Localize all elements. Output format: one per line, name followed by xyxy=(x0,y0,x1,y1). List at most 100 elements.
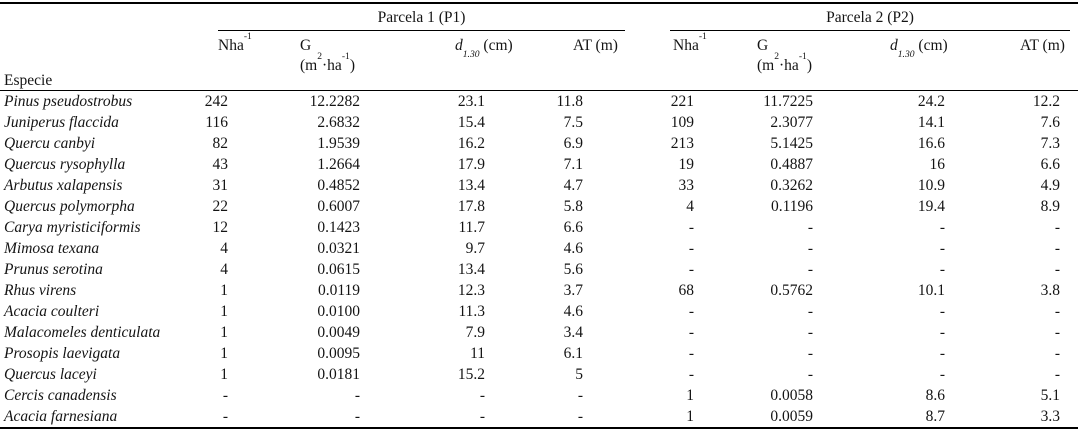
p2-g-cell: - xyxy=(807,303,813,320)
p2-at-cell: - xyxy=(1054,324,1060,341)
p2-d130-cell: 8.7 xyxy=(925,408,945,425)
p2-nha-cell: 19 xyxy=(678,156,695,173)
p2-nha-cell: 1 xyxy=(686,387,694,404)
p2-nha-cell: 213 xyxy=(670,135,694,152)
p2-d130-cell: 16 xyxy=(929,156,946,173)
p2-g-cell: 5.1425 xyxy=(770,135,813,152)
p1-at-cell: 5.6 xyxy=(563,261,583,278)
column-header-nha-p2: Nha-1 xyxy=(635,31,730,91)
p2-at-cell: - xyxy=(1054,366,1060,383)
p1-at-cell: 5.8 xyxy=(563,198,583,215)
p2-at-cell: 4.9 xyxy=(1040,177,1060,194)
p2-g-cell: - xyxy=(807,324,813,341)
species-cell: Prunus serotina xyxy=(4,261,103,278)
p1-d130-cell: 15.2 xyxy=(457,366,485,383)
table-row: Prosopis laevigata 1 0.0095 11 6.1 - - - - xyxy=(0,343,1078,364)
table-row: Acacia coulteri 1 0.0100 11.3 4.6 - - - - xyxy=(0,301,1078,322)
p1-d130-cell: 13.4 xyxy=(457,261,485,278)
p1-at-cell: 4.6 xyxy=(563,240,583,257)
table-row: Rhus virens 1 0.0119 12.3 3.7 68 0.5762 10.1 3.8 xyxy=(0,280,1078,301)
species-cell: Quercu canbyi xyxy=(4,135,96,152)
species-cell: Prosopis laevigata xyxy=(4,345,121,362)
p2-at-cell: 7.6 xyxy=(1040,114,1060,131)
p2-d130-cell: 10.1 xyxy=(917,282,945,299)
species-cell: Quercus laceyi xyxy=(4,366,97,383)
p2-nha-cell: - xyxy=(688,345,694,362)
p2-d130-cell: 16.6 xyxy=(917,135,945,152)
table-row: Pinus pseudostrobus 242 12.2282 23.1 11.8 221… xyxy=(0,91,1078,113)
p2-g-cell: 0.0059 xyxy=(770,408,813,425)
species-cell: Cercis canadensis xyxy=(4,387,117,404)
p1-nha-cell: 4 xyxy=(220,261,228,278)
p1-nha-cell: 12 xyxy=(212,219,229,236)
p2-d130-cell: 8.6 xyxy=(925,387,945,404)
column-header-row: Nha-1 G (m2·ha-1) d1.30 (cm) AT (m) Nha-… xyxy=(0,31,1078,91)
p1-g-cell: - xyxy=(354,408,360,425)
p1-g-cell: - xyxy=(354,387,360,404)
species-cell: Malacomeles denticulata xyxy=(4,324,161,341)
p1-nha-cell: 116 xyxy=(205,114,228,131)
p1-nha-cell: 22 xyxy=(212,198,229,215)
p1-d130-cell: 11 xyxy=(470,345,485,362)
p1-nha-cell: 1 xyxy=(220,345,228,362)
table-row: Acacia farnesiana - - - - 1 0.0059 8.7 3.3 xyxy=(0,406,1078,428)
p1-g-cell: 0.0049 xyxy=(317,324,360,341)
p1-at-cell: 6.6 xyxy=(563,219,583,236)
p2-d130-cell: 10.9 xyxy=(917,177,945,194)
p1-g-cell: 0.0100 xyxy=(317,303,360,320)
table-row: Quercu canbyi 82 1.9539 16.2 6.9 213 5.1425 16.… xyxy=(0,133,1078,154)
p2-at-cell: 3.3 xyxy=(1040,408,1060,425)
p1-d130-cell: 11.3 xyxy=(458,303,485,320)
p1-nha-cell: 31 xyxy=(212,177,229,194)
table-body: Pinus pseudostrobus 242 12.2282 23.1 11.8 221… xyxy=(0,91,1078,429)
p1-d130-cell: 7.9 xyxy=(465,324,485,341)
p2-d130-cell: - xyxy=(939,303,945,320)
p2-at-cell: - xyxy=(1054,240,1060,257)
p1-at-cell: 11.8 xyxy=(556,93,583,110)
p1-nha-cell: 242 xyxy=(204,93,228,110)
p2-g-cell: 0.3262 xyxy=(770,177,813,194)
p1-g-cell: 0.0181 xyxy=(317,366,360,383)
p1-g-cell: 0.0119 xyxy=(317,282,360,299)
p2-nha-cell: 109 xyxy=(670,114,694,131)
p2-d130-cell: - xyxy=(939,324,945,341)
p1-g-cell: 0.6007 xyxy=(317,198,360,215)
p2-at-cell: 5.1 xyxy=(1040,387,1060,404)
p1-d130-cell: 17.8 xyxy=(457,198,485,215)
p1-at-cell: 5 xyxy=(575,366,583,383)
p2-d130-cell: 24.2 xyxy=(917,93,945,110)
group-header-parcela1: Parcela 1 (P1) xyxy=(200,3,635,31)
p2-g-cell: - xyxy=(807,219,813,236)
table-row: Prunus serotina 4 0.0615 13.4 5.6 - - - - xyxy=(0,259,1078,280)
p2-nha-cell: 4 xyxy=(686,198,694,215)
p1-d130-cell: 12.3 xyxy=(457,282,485,299)
p2-at-cell: - xyxy=(1054,303,1060,320)
p1-g-cell: 0.0095 xyxy=(317,345,360,362)
column-header-d130-p1: d1.30 (cm) xyxy=(445,31,540,91)
p2-at-cell: - xyxy=(1054,345,1060,362)
p2-d130-cell: - xyxy=(939,345,945,362)
table-row: Quercus polymorpha 22 0.6007 17.8 5.8 4 0.1196… xyxy=(0,196,1078,217)
p1-d130-cell: 17.9 xyxy=(457,156,485,173)
p1-g-cell: 1.2664 xyxy=(317,156,360,173)
p2-g-cell: 0.0058 xyxy=(770,387,813,404)
p2-nha-cell: - xyxy=(688,303,694,320)
p2-nha-cell: 68 xyxy=(678,282,695,299)
p1-nha-cell: 82 xyxy=(212,135,229,152)
species-cell: Acacia farnesiana xyxy=(4,408,118,425)
p2-at-cell: 6.6 xyxy=(1040,156,1060,173)
column-header-especie: Especie xyxy=(0,3,200,91)
p2-g-cell: 0.1196 xyxy=(770,198,813,215)
p1-nha-cell: 4 xyxy=(220,240,228,257)
group-header-row: Especie Parcela 1 (P1) Parcela 2 (P2) xyxy=(0,3,1078,91)
p1-at-cell: 3.7 xyxy=(563,282,583,299)
column-header-g-p1: G (m2·ha-1) xyxy=(290,31,445,91)
p1-nha-cell: 1 xyxy=(220,324,228,341)
p2-at-cell: 7.3 xyxy=(1040,135,1060,152)
column-header-at-p1: AT (m) xyxy=(540,31,635,91)
species-cell: Acacia coulteri xyxy=(4,303,100,320)
p1-g-cell: 0.4852 xyxy=(317,177,360,194)
table-header: Especie Parcela 1 (P1) Parcela 2 (P2) Nh… xyxy=(0,3,1078,91)
column-header-d130-p2: d1.30 (cm) xyxy=(885,31,985,91)
p1-g-cell: 2.6832 xyxy=(317,114,360,131)
